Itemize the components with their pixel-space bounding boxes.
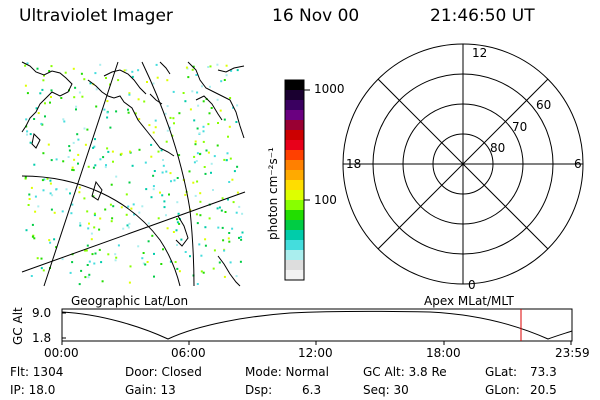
flight-info: Flt: 1304 [10, 365, 64, 379]
altitude-min-label: 1.8 [32, 331, 52, 345]
colorbar-band [285, 160, 304, 171]
colorbar-band [285, 120, 304, 131]
colorbar-band [285, 240, 304, 251]
mlt-0-label: 0 [468, 278, 476, 292]
colorbar-band [285, 230, 304, 241]
dsp-value: 6.3 [302, 383, 322, 397]
altitude-ylabel: GC Alt [11, 307, 25, 345]
coastlines [21, 61, 245, 287]
mode-info: Mode: Normal [245, 365, 329, 379]
geographic-map [21, 60, 246, 287]
gc-alt-info: GC Alt: 3.8 Re [363, 365, 447, 379]
colorbar-band [285, 110, 304, 121]
colorbar-band [285, 80, 304, 91]
instrument-title: Ultraviolet Imager [19, 6, 173, 26]
xtick-0600: 06:00 [171, 346, 206, 360]
glon-value: 20.5 [530, 383, 557, 397]
xtick-0000: 00:00 [44, 346, 79, 360]
colorbar-band [285, 180, 304, 191]
colorbar-tick-100: 100 [314, 193, 337, 207]
colorbar-band [285, 250, 304, 261]
glat-label: GLat: [485, 365, 518, 379]
colorbar-unit-label: photon cm⁻²s⁻¹ [266, 147, 280, 240]
xtick-1800: 18:00 [426, 346, 461, 360]
colorbar-tick-1000: 1000 [314, 82, 345, 96]
lat-80-label: 80 [490, 141, 506, 155]
colorbar-band [285, 210, 304, 221]
ip-info: IP: 18.0 [10, 383, 56, 397]
colorbar-band [285, 190, 304, 201]
lat-60-label: 60 [536, 98, 552, 112]
dsp-label: Dsp: [245, 383, 273, 397]
colorbar-band [285, 220, 304, 231]
colorbar-band [285, 90, 304, 101]
mlt-12-label: 12 [472, 46, 488, 60]
colorbar-band [285, 130, 304, 141]
mlt-18-label: 18 [346, 157, 362, 171]
seq-info: Seq: 30 [363, 383, 409, 397]
time-label: 21:46:50 UT [430, 6, 535, 26]
glon-label: GLon: [485, 383, 520, 397]
lat-70-label: 70 [512, 120, 528, 134]
glat-value: 73.3 [530, 365, 557, 379]
colorbar-band [285, 170, 304, 181]
colorbar-band [285, 270, 304, 281]
latlon-grid [21, 61, 246, 287]
polar-plot [342, 43, 584, 285]
xtick-1200: 12:00 [298, 346, 333, 360]
colorbar-band [285, 100, 304, 111]
gain-info: Gain: 13 [125, 383, 176, 397]
altitude-plot [61, 308, 573, 345]
colorbar-band [285, 150, 304, 161]
door-info: Door: Closed [125, 365, 202, 379]
geographic-caption: Geographic Lat/Lon [71, 294, 189, 308]
apex-caption: Apex MLat/MLT [424, 294, 514, 308]
altitude-max-label: 9.0 [32, 306, 52, 320]
colorbar-band [285, 260, 304, 271]
mlt-6-label: 6 [574, 157, 582, 171]
aurora-pixels [24, 62, 244, 286]
colorbar [284, 79, 310, 281]
xtick-2359: 23:59 [555, 346, 590, 360]
date-label: 16 Nov 00 [272, 6, 360, 26]
x-ticks [61, 312, 572, 345]
colorbar-band [285, 140, 304, 151]
colorbar-band [285, 200, 304, 211]
